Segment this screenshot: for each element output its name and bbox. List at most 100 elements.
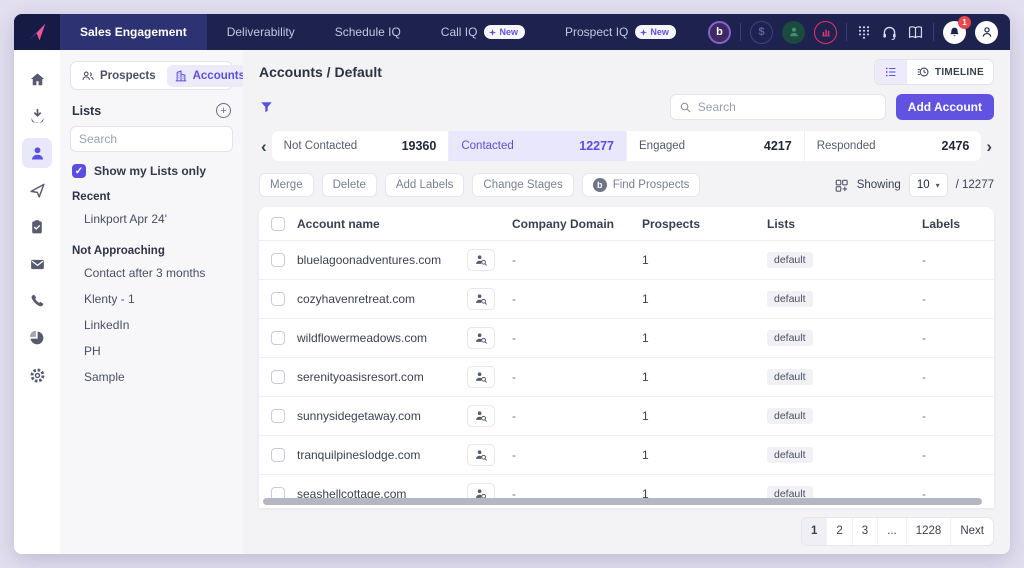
list-view-button[interactable] bbox=[874, 60, 907, 84]
page-button-2[interactable]: 2 bbox=[827, 517, 853, 545]
nav-tab-schedule-iq[interactable]: Schedule IQ bbox=[315, 14, 421, 50]
cadences-icon[interactable] bbox=[22, 175, 52, 205]
manage-columns-icon[interactable] bbox=[834, 178, 849, 193]
nav-tab-deliverability[interactable]: Deliverability bbox=[207, 14, 315, 50]
table-row[interactable]: serenityoasisresort.com - 1 default - bbox=[259, 358, 994, 397]
account-name[interactable]: sunnysidegetaway.com bbox=[297, 409, 421, 423]
notifications-button[interactable]: 1 bbox=[943, 15, 971, 44]
account-name[interactable]: tranquilpineslodge.com bbox=[297, 448, 421, 462]
list-badge[interactable]: default bbox=[767, 408, 813, 424]
row-checkbox[interactable] bbox=[271, 253, 285, 267]
list-badge[interactable]: default bbox=[767, 369, 813, 385]
calls-icon[interactable] bbox=[22, 286, 52, 316]
reports-icon[interactable] bbox=[22, 323, 52, 353]
find-prospects-button[interactable]: b Find Prospects bbox=[581, 173, 701, 197]
lists-search-input[interactable] bbox=[70, 126, 233, 152]
column-header[interactable]: Account name bbox=[297, 216, 380, 231]
knowledge-base-icon[interactable] bbox=[907, 24, 924, 41]
table-row[interactable]: sunnysidegetaway.com - 1 default - bbox=[259, 397, 994, 436]
timeline-view-button[interactable]: TIMELINE bbox=[907, 60, 993, 84]
list-item[interactable]: Klenty - 1 bbox=[84, 292, 135, 306]
show-my-lists-checkbox[interactable]: ✓ bbox=[72, 164, 86, 178]
row-checkbox[interactable] bbox=[271, 331, 285, 345]
column-header[interactable]: Company Domain bbox=[512, 216, 615, 231]
next-page-button[interactable]: Next bbox=[960, 525, 984, 537]
list-item[interactable]: LinkedIn bbox=[84, 318, 130, 332]
table-row[interactable]: bluelagoonadventures.com - 1 default - bbox=[259, 241, 994, 280]
table-row[interactable]: wildflowermeadows.com - 1 default - bbox=[259, 319, 994, 358]
column-header[interactable]: Labels bbox=[922, 216, 961, 231]
mail-icon[interactable] bbox=[22, 249, 52, 279]
list-badge[interactable]: default bbox=[767, 330, 813, 346]
list-item[interactable]: PH bbox=[84, 344, 101, 358]
tab-accounts[interactable]: Accounts bbox=[166, 64, 243, 87]
account-name[interactable]: cozyhavenretreat.com bbox=[297, 292, 416, 306]
list-item[interactable]: Sample bbox=[84, 370, 125, 384]
row-checkbox[interactable] bbox=[271, 370, 285, 384]
stage-tab-not-contacted[interactable]: Not Contacted 19360 bbox=[271, 131, 450, 161]
list-item[interactable]: Contact after 3 months bbox=[84, 266, 206, 280]
row-checkbox[interactable] bbox=[271, 448, 285, 462]
find-prospects-for-account-button[interactable] bbox=[467, 366, 495, 388]
dialpad-icon[interactable] bbox=[856, 24, 872, 40]
select-all-checkbox[interactable] bbox=[271, 216, 285, 231]
find-prospects-for-account-button[interactable] bbox=[467, 405, 495, 427]
prospects-count: 1 bbox=[642, 253, 649, 267]
add-list-button[interactable]: + bbox=[216, 103, 231, 118]
nav-tab-call-iq[interactable]: Call IQ New bbox=[421, 14, 545, 50]
stages-scroll-right-icon[interactable]: › bbox=[986, 136, 992, 156]
new-badge: New bbox=[484, 25, 525, 39]
tab-prospects[interactable]: Prospects bbox=[74, 65, 163, 87]
nav-tab-sales-engagement[interactable]: Sales Engagement bbox=[60, 14, 207, 50]
find-prospects-for-account-button[interactable] bbox=[467, 444, 495, 466]
add-account-button[interactable]: Add Account bbox=[895, 94, 994, 120]
app-logo[interactable] bbox=[14, 14, 60, 50]
stage-tab-responded[interactable]: Responded 2476 bbox=[804, 131, 982, 161]
find-prospects-for-account-button[interactable] bbox=[467, 288, 495, 310]
delete-button[interactable]: Delete bbox=[321, 173, 377, 197]
row-checkbox[interactable] bbox=[271, 409, 285, 423]
accounts-search-input[interactable] bbox=[697, 100, 877, 114]
stages-scroll-left-icon[interactable]: ‹ bbox=[261, 136, 267, 156]
profile-button[interactable] bbox=[975, 20, 998, 44]
page-button-last[interactable]: 1228 bbox=[907, 517, 952, 545]
settings-gear-icon[interactable] bbox=[22, 360, 52, 390]
headset-support-icon[interactable] bbox=[881, 24, 898, 41]
table-row[interactable]: tranquilpineslodge.com - 1 default - bbox=[259, 436, 994, 475]
list-badge[interactable]: default bbox=[767, 447, 813, 463]
prospects-count: 1 bbox=[642, 448, 649, 462]
table-row[interactable]: cozyhavenretreat.com - 1 default - bbox=[259, 280, 994, 319]
add-labels-button[interactable]: Add Labels bbox=[384, 173, 465, 197]
column-header[interactable]: Prospects bbox=[642, 216, 701, 231]
billing-icon[interactable]: $ bbox=[750, 20, 773, 44]
prospects-accounts-icon[interactable] bbox=[22, 138, 52, 168]
list-badge[interactable]: default bbox=[767, 252, 813, 268]
change-stages-button[interactable]: Change Stages bbox=[472, 173, 574, 197]
account-name[interactable]: bluelagoonadventures.com bbox=[297, 253, 442, 267]
merge-button[interactable]: Merge bbox=[259, 173, 314, 197]
stage-tab-contacted[interactable]: Contacted 12277 bbox=[449, 131, 628, 161]
reports-alert-icon[interactable] bbox=[814, 20, 837, 44]
home-icon[interactable] bbox=[22, 64, 52, 94]
user-status-icon[interactable] bbox=[782, 20, 805, 44]
nav-tab-prospect-iq[interactable]: Prospect IQ New bbox=[545, 14, 696, 50]
row-checkbox[interactable] bbox=[271, 292, 285, 306]
workspace-avatar[interactable]: b bbox=[708, 20, 731, 44]
find-prospects-for-account-button[interactable] bbox=[467, 327, 495, 349]
labels-value: - bbox=[922, 370, 926, 384]
page-size-select[interactable]: 10 ▾ bbox=[908, 173, 948, 197]
account-name[interactable]: wildflowermeadows.com bbox=[297, 331, 428, 345]
account-name[interactable]: serenityoasisresort.com bbox=[297, 370, 424, 384]
stage-tab-engaged[interactable]: Engaged 4217 bbox=[627, 131, 805, 161]
horizontal-scrollbar[interactable] bbox=[263, 498, 982, 505]
filter-funnel-icon[interactable] bbox=[259, 100, 274, 115]
show-my-lists-label: Show my Lists only bbox=[94, 164, 207, 178]
list-badge[interactable]: default bbox=[767, 291, 813, 307]
page-button-3[interactable]: 3 bbox=[853, 517, 879, 545]
import-icon[interactable] bbox=[22, 101, 52, 131]
tasks-icon[interactable] bbox=[22, 212, 52, 242]
find-prospects-for-account-button[interactable] bbox=[467, 249, 495, 271]
list-item[interactable]: Linkport Apr 24' bbox=[84, 212, 168, 226]
column-header[interactable]: Lists bbox=[767, 216, 796, 231]
page-button-1[interactable]: 1 bbox=[801, 517, 828, 545]
